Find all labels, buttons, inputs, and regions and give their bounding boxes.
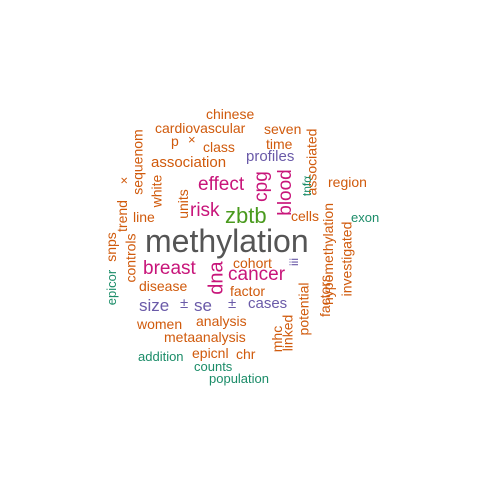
word-iii: iii xyxy=(287,258,301,266)
word-association: association xyxy=(151,154,227,171)
word-cases: cases xyxy=(248,295,288,312)
word-se: se xyxy=(194,296,212,315)
word-effect: effect xyxy=(198,174,245,195)
word-white: white xyxy=(148,174,165,208)
word-times-2: × xyxy=(116,176,132,185)
word-line: line xyxy=(133,209,155,225)
word-chinese: chinese xyxy=(206,106,255,122)
word-trend: trend xyxy=(113,200,130,232)
word-methylation: methylation xyxy=(145,223,309,259)
word-epicor: epicor xyxy=(104,269,120,306)
word-plus-minus-2: ± xyxy=(228,295,237,312)
word-potential: potential xyxy=(295,282,312,336)
word-exon: exon xyxy=(351,210,380,225)
word-metaanalysis: metaanalysis xyxy=(164,329,246,345)
word-cohort: cohort xyxy=(233,255,272,271)
word-profiles: profiles xyxy=(246,148,295,165)
word-units: units xyxy=(174,189,191,219)
word-region: region xyxy=(328,174,367,190)
word-cardiovascular: cardiovascular xyxy=(155,120,246,136)
word-zbtb: zbtb xyxy=(225,203,267,228)
word-size: size xyxy=(139,296,170,315)
word-factor: factor xyxy=(230,283,266,299)
word-times-1: × xyxy=(188,132,196,147)
word-population: population xyxy=(209,371,269,386)
word-plus-minus-1: ± xyxy=(180,295,189,312)
word-counts: counts xyxy=(194,359,233,374)
word-sequenom: sequenom xyxy=(129,129,146,195)
word-time: time xyxy=(266,136,293,152)
word-investigated: investigated xyxy=(338,221,355,297)
word-hypomethylation: hypomethylation xyxy=(319,203,336,305)
word-addition: addition xyxy=(138,349,184,364)
word-cells: cells xyxy=(291,208,320,224)
word-epicnl: epicnl xyxy=(192,345,229,361)
word-controls: controls xyxy=(122,233,139,283)
word-seven: seven xyxy=(264,121,302,137)
word-cancer: cancer xyxy=(228,264,286,285)
word-p: p xyxy=(171,133,179,149)
word-analysis: analysis xyxy=(196,313,247,329)
word-class: class xyxy=(203,139,235,155)
word-disease: disease xyxy=(139,278,188,294)
word-cpg: cpg xyxy=(250,171,272,202)
word-dna: dna xyxy=(205,261,228,295)
word-mhc: mhc xyxy=(269,325,286,353)
word-snps: snps xyxy=(102,232,119,262)
word-risk: risk xyxy=(190,200,220,221)
word-chr: chr xyxy=(236,346,256,362)
word-breast: breast xyxy=(143,258,196,279)
word-women: women xyxy=(137,316,183,332)
word-tnfa: tnfα xyxy=(300,175,315,197)
